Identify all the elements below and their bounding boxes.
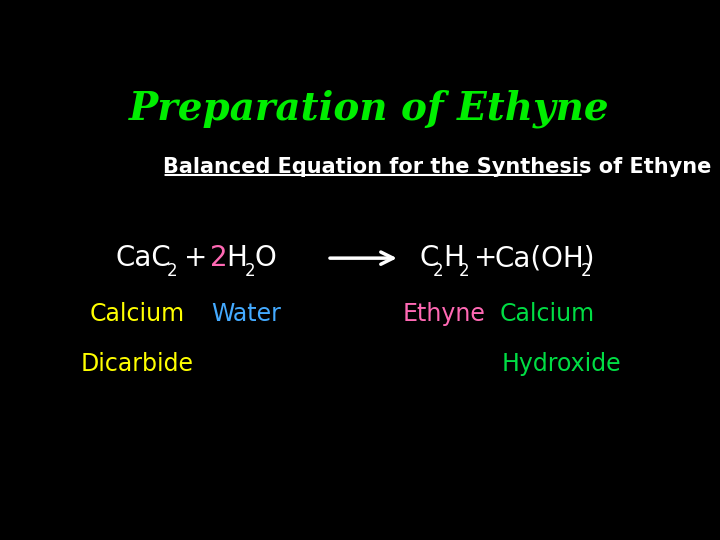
Text: Hydroxide: Hydroxide — [502, 352, 621, 376]
Text: Calcium: Calcium — [90, 302, 185, 326]
Text: +: + — [474, 244, 498, 272]
Text: Ca(OH): Ca(OH) — [495, 244, 595, 272]
Text: O: O — [255, 244, 276, 272]
Text: 2: 2 — [433, 261, 444, 280]
Text: CaC: CaC — [115, 244, 171, 272]
Text: H: H — [444, 244, 464, 272]
Text: 2: 2 — [459, 261, 469, 280]
Text: C: C — [419, 244, 438, 272]
Text: Ethyne: Ethyne — [403, 302, 486, 326]
Text: +: + — [184, 244, 207, 272]
Text: Water: Water — [211, 302, 282, 326]
Text: 2: 2 — [210, 244, 228, 272]
Text: Preparation of Ethyne: Preparation of Ethyne — [129, 89, 609, 127]
Text: Calcium: Calcium — [500, 302, 595, 326]
Text: H: H — [227, 244, 248, 272]
Text: Dicarbide: Dicarbide — [81, 352, 194, 376]
FancyArrowPatch shape — [330, 252, 393, 264]
Text: 2: 2 — [581, 261, 592, 280]
Text: 2: 2 — [167, 261, 178, 280]
Text: Balanced Equation for the Synthesis of Ethyne: Balanced Equation for the Synthesis of E… — [163, 157, 711, 177]
Text: 2: 2 — [245, 261, 255, 280]
